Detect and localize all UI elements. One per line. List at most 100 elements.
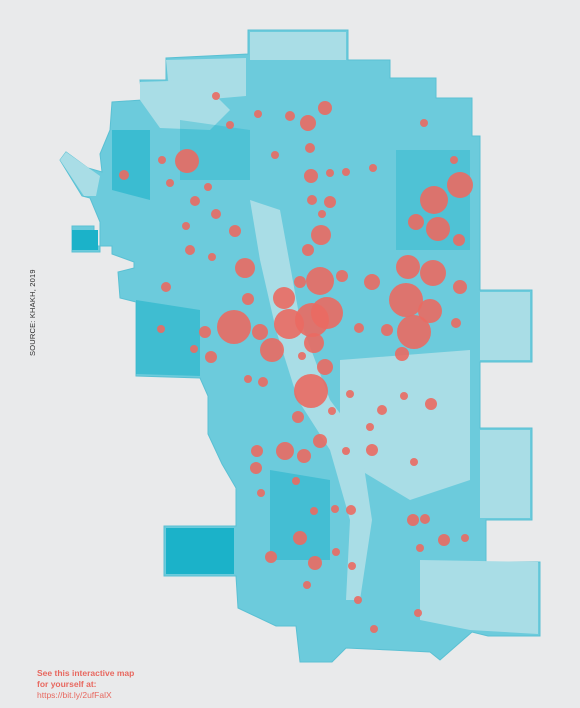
crime-bubble[interactable] (342, 168, 350, 176)
crime-bubble[interactable] (366, 444, 378, 456)
crime-bubble[interactable] (298, 352, 306, 360)
crime-bubble[interactable] (304, 169, 318, 183)
crime-bubble[interactable] (461, 534, 469, 542)
crime-bubble[interactable] (242, 293, 254, 305)
crime-bubble[interactable] (157, 325, 165, 333)
crime-bubble[interactable] (324, 196, 336, 208)
crime-bubble[interactable] (302, 244, 314, 256)
crime-bubble[interactable] (306, 267, 334, 295)
crime-bubble[interactable] (211, 209, 221, 219)
crime-bubble[interactable] (408, 214, 424, 230)
crime-bubble[interactable] (438, 534, 450, 546)
crime-bubble[interactable] (450, 156, 458, 164)
crime-bubble[interactable] (250, 462, 262, 474)
crime-bubble[interactable] (166, 179, 174, 187)
crime-bubble[interactable] (205, 351, 217, 363)
crime-bubble[interactable] (305, 143, 315, 153)
crime-bubble[interactable] (217, 310, 251, 344)
crime-bubble[interactable] (328, 407, 336, 415)
crime-bubble[interactable] (199, 326, 211, 338)
crime-bubble[interactable] (395, 347, 409, 361)
crime-bubble[interactable] (451, 318, 461, 328)
crime-bubble[interactable] (257, 489, 265, 497)
crime-bubble[interactable] (326, 169, 334, 177)
crime-bubble[interactable] (366, 423, 374, 431)
crime-bubble[interactable] (416, 544, 424, 552)
crime-bubble[interactable] (252, 324, 268, 340)
crime-bubble[interactable] (410, 458, 418, 466)
crime-bubble[interactable] (182, 222, 190, 230)
crime-bubble[interactable] (313, 434, 327, 448)
crime-bubble[interactable] (426, 217, 450, 241)
crime-bubble[interactable] (294, 276, 306, 288)
crime-bubble[interactable] (348, 562, 356, 570)
crime-bubble[interactable] (407, 514, 419, 526)
crime-bubble[interactable] (307, 195, 317, 205)
crime-bubble[interactable] (453, 280, 467, 294)
crime-bubble[interactable] (235, 258, 255, 278)
crime-bubble[interactable] (229, 225, 241, 237)
crime-bubble[interactable] (346, 390, 354, 398)
crime-bubble[interactable] (369, 164, 377, 172)
crime-bubble[interactable] (377, 405, 387, 415)
crime-bubble[interactable] (400, 392, 408, 400)
crime-bubble[interactable] (453, 234, 465, 246)
crime-bubble[interactable] (311, 297, 343, 329)
crime-bubble[interactable] (346, 505, 356, 515)
crime-bubble[interactable] (354, 596, 362, 604)
crime-bubble[interactable] (447, 172, 473, 198)
crime-bubble[interactable] (310, 507, 318, 515)
crime-bubble[interactable] (308, 556, 322, 570)
crime-bubble[interactable] (418, 299, 442, 323)
crime-bubble[interactable] (208, 253, 216, 261)
crime-bubble[interactable] (190, 345, 198, 353)
crime-bubble[interactable] (381, 324, 393, 336)
crime-bubble[interactable] (297, 449, 311, 463)
crime-bubble[interactable] (271, 151, 279, 159)
crime-bubble[interactable] (317, 359, 333, 375)
crime-bubble[interactable] (161, 282, 171, 292)
crime-bubble[interactable] (318, 101, 332, 115)
crime-bubble[interactable] (258, 377, 268, 387)
crime-bubble[interactable] (285, 111, 295, 121)
crime-bubble[interactable] (304, 333, 324, 353)
crime-bubble[interactable] (370, 625, 378, 633)
crime-bubble[interactable] (212, 92, 220, 100)
crime-bubble[interactable] (420, 514, 430, 524)
crime-bubble[interactable] (303, 581, 311, 589)
crime-bubble[interactable] (292, 477, 300, 485)
crime-bubble[interactable] (354, 323, 364, 333)
crime-bubble[interactable] (260, 338, 284, 362)
crime-bubble[interactable] (158, 156, 166, 164)
crime-bubble[interactable] (425, 398, 437, 410)
crime-bubble[interactable] (420, 260, 446, 286)
crime-bubble[interactable] (190, 196, 200, 206)
crime-bubble[interactable] (389, 283, 423, 317)
crime-bubble[interactable] (251, 445, 263, 457)
crime-bubble[interactable] (294, 374, 328, 408)
crime-bubble[interactable] (119, 170, 129, 180)
crime-bubble[interactable] (300, 115, 316, 131)
crime-bubble[interactable] (364, 274, 380, 290)
crime-bubble[interactable] (420, 186, 448, 214)
crime-bubble[interactable] (336, 270, 348, 282)
crime-bubble[interactable] (244, 375, 252, 383)
crime-bubble[interactable] (396, 255, 420, 279)
crime-bubble[interactable] (276, 442, 294, 460)
crime-bubble[interactable] (397, 315, 431, 349)
crime-bubble[interactable] (342, 447, 350, 455)
crime-bubble[interactable] (254, 110, 262, 118)
crime-bubble[interactable] (414, 609, 422, 617)
crime-bubble[interactable] (175, 149, 199, 173)
crime-bubble[interactable] (293, 531, 307, 545)
crime-bubbles[interactable] (119, 92, 473, 633)
crime-bubble[interactable] (331, 505, 339, 513)
crime-bubble[interactable] (420, 119, 428, 127)
crime-bubble[interactable] (273, 287, 295, 309)
crime-bubble[interactable] (311, 225, 331, 245)
crime-bubble[interactable] (204, 183, 212, 191)
cta-link[interactable]: https://bit.ly/2ufFalX (37, 690, 112, 700)
crime-bubble[interactable] (332, 548, 340, 556)
